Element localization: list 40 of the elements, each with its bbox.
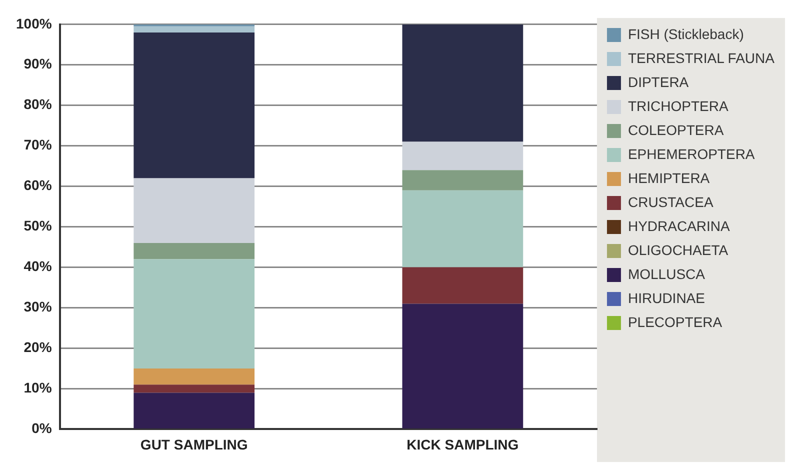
y-tick-label: 10% — [24, 380, 52, 396]
y-tick-label: 90% — [24, 56, 52, 72]
legend-label: HYDRACARINA — [628, 218, 731, 234]
y-tick-label: 60% — [24, 177, 52, 194]
x-tick-label: GUT SAMPLING — [140, 436, 248, 452]
bar — [134, 384, 255, 393]
legend-label: TERRESTRIAL FAUNA — [628, 50, 776, 66]
bar — [134, 368, 255, 385]
bar — [402, 267, 524, 304]
y-tick-label: 70% — [24, 136, 52, 153]
bar — [134, 32, 255, 178]
y-tick-label: 50% — [24, 218, 52, 234]
legend-label: PLECOPTERA — [628, 314, 723, 330]
legend-label: FISH (Stickleback) — [628, 26, 744, 42]
y-tick-label: 100% — [16, 15, 52, 32]
bar — [402, 190, 524, 268]
bar — [134, 26, 255, 32]
y-tick-label: 40% — [24, 258, 52, 274]
y-tick-label: 30% — [24, 298, 52, 315]
bar — [402, 24, 524, 142]
bar — [134, 259, 255, 368]
legend-label: OLIGOCHAETA — [628, 242, 729, 258]
legend-label: EPHEMEROPTERA — [628, 146, 756, 162]
legend-label: DIPTERA — [628, 74, 690, 90]
bar — [134, 392, 255, 428]
y-tick-label: 20% — [24, 339, 52, 356]
bar — [402, 170, 524, 190]
bar — [134, 178, 255, 243]
legend-label: COLEOPTERA — [628, 122, 724, 138]
y-tick-label: 80% — [24, 96, 52, 112]
bar — [402, 142, 524, 170]
y-tick-label: 0% — [32, 420, 52, 436]
legend-label: TRICHOPTERA — [628, 98, 729, 114]
bar — [402, 304, 524, 428]
legend-label: HIRUDINAE — [628, 290, 705, 306]
legend-label: CRUSTACEA — [628, 194, 714, 210]
legend-label: MOLLUSCA — [628, 266, 706, 282]
x-tick-label: KICK SAMPLING — [406, 436, 519, 452]
bar — [134, 242, 255, 260]
legend-label: HEMIPTERA — [628, 170, 710, 186]
